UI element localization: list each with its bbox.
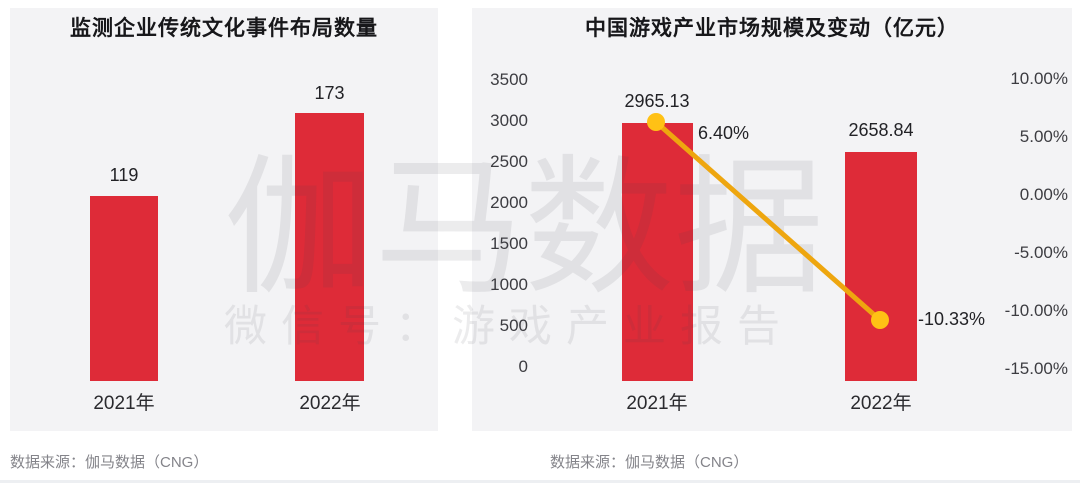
- y-axis-tick-500: 500: [499, 316, 528, 335]
- pct-axis-tick-0: 0.00%: [1019, 185, 1068, 204]
- y-axis-tick-2000: 2000: [490, 193, 528, 212]
- y-axis-tick-1000: 1000: [490, 275, 528, 294]
- trend-label-2021: 6.40%: [698, 123, 750, 143]
- right-axis-label-2022: 2022年: [850, 393, 912, 414]
- pct-axis-tick-neg15: -15.00%: [1004, 359, 1068, 378]
- trend-label-2022: -10.33%: [918, 309, 986, 329]
- source-note-right: 数据来源：伽马数据（CNG）: [550, 454, 749, 471]
- right-chart-panel: [472, 8, 1072, 431]
- y-axis-tick-3000: 3000: [490, 111, 528, 130]
- left-bar-2021: [90, 196, 158, 381]
- left-axis-label-2022: 2022年: [299, 393, 361, 414]
- left-axis-label-2021: 2021年: [93, 393, 155, 414]
- left-bar-2022-value: 173: [314, 83, 345, 103]
- y-axis-tick-0: 0: [518, 357, 528, 376]
- left-chart-title: 监测企业传统文化事件布局数量: [70, 17, 378, 40]
- left-bar-2022: [295, 113, 364, 381]
- source-note-left: 数据来源：伽马数据（CNG）: [10, 454, 209, 471]
- left-chart-panel: [10, 8, 438, 431]
- right-bar-2022-value: 2658.84: [848, 120, 914, 140]
- right-bar-2021: [622, 123, 693, 381]
- y-axis-tick-3500: 3500: [490, 70, 528, 89]
- right-chart-title: 中国游戏产业市场规模及变动（亿元）: [585, 17, 959, 40]
- pct-axis-tick-neg5: -5.00%: [1014, 243, 1068, 262]
- pct-axis-tick-10: 10.00%: [1010, 69, 1068, 88]
- y-axis-tick-2500: 2500: [490, 152, 528, 171]
- left-bar-2021-value: 119: [109, 165, 139, 185]
- right-bar-2021-value: 2965.13: [624, 91, 690, 111]
- pct-axis-tick-neg10: -10.00%: [1004, 301, 1068, 320]
- right-bar-2022: [845, 152, 917, 381]
- right-axis-label-2021: 2021年: [626, 393, 688, 414]
- bottom-divider: [0, 480, 1080, 483]
- pct-axis-tick-5: 5.00%: [1019, 127, 1068, 146]
- y-axis-tick-1500: 1500: [490, 234, 528, 253]
